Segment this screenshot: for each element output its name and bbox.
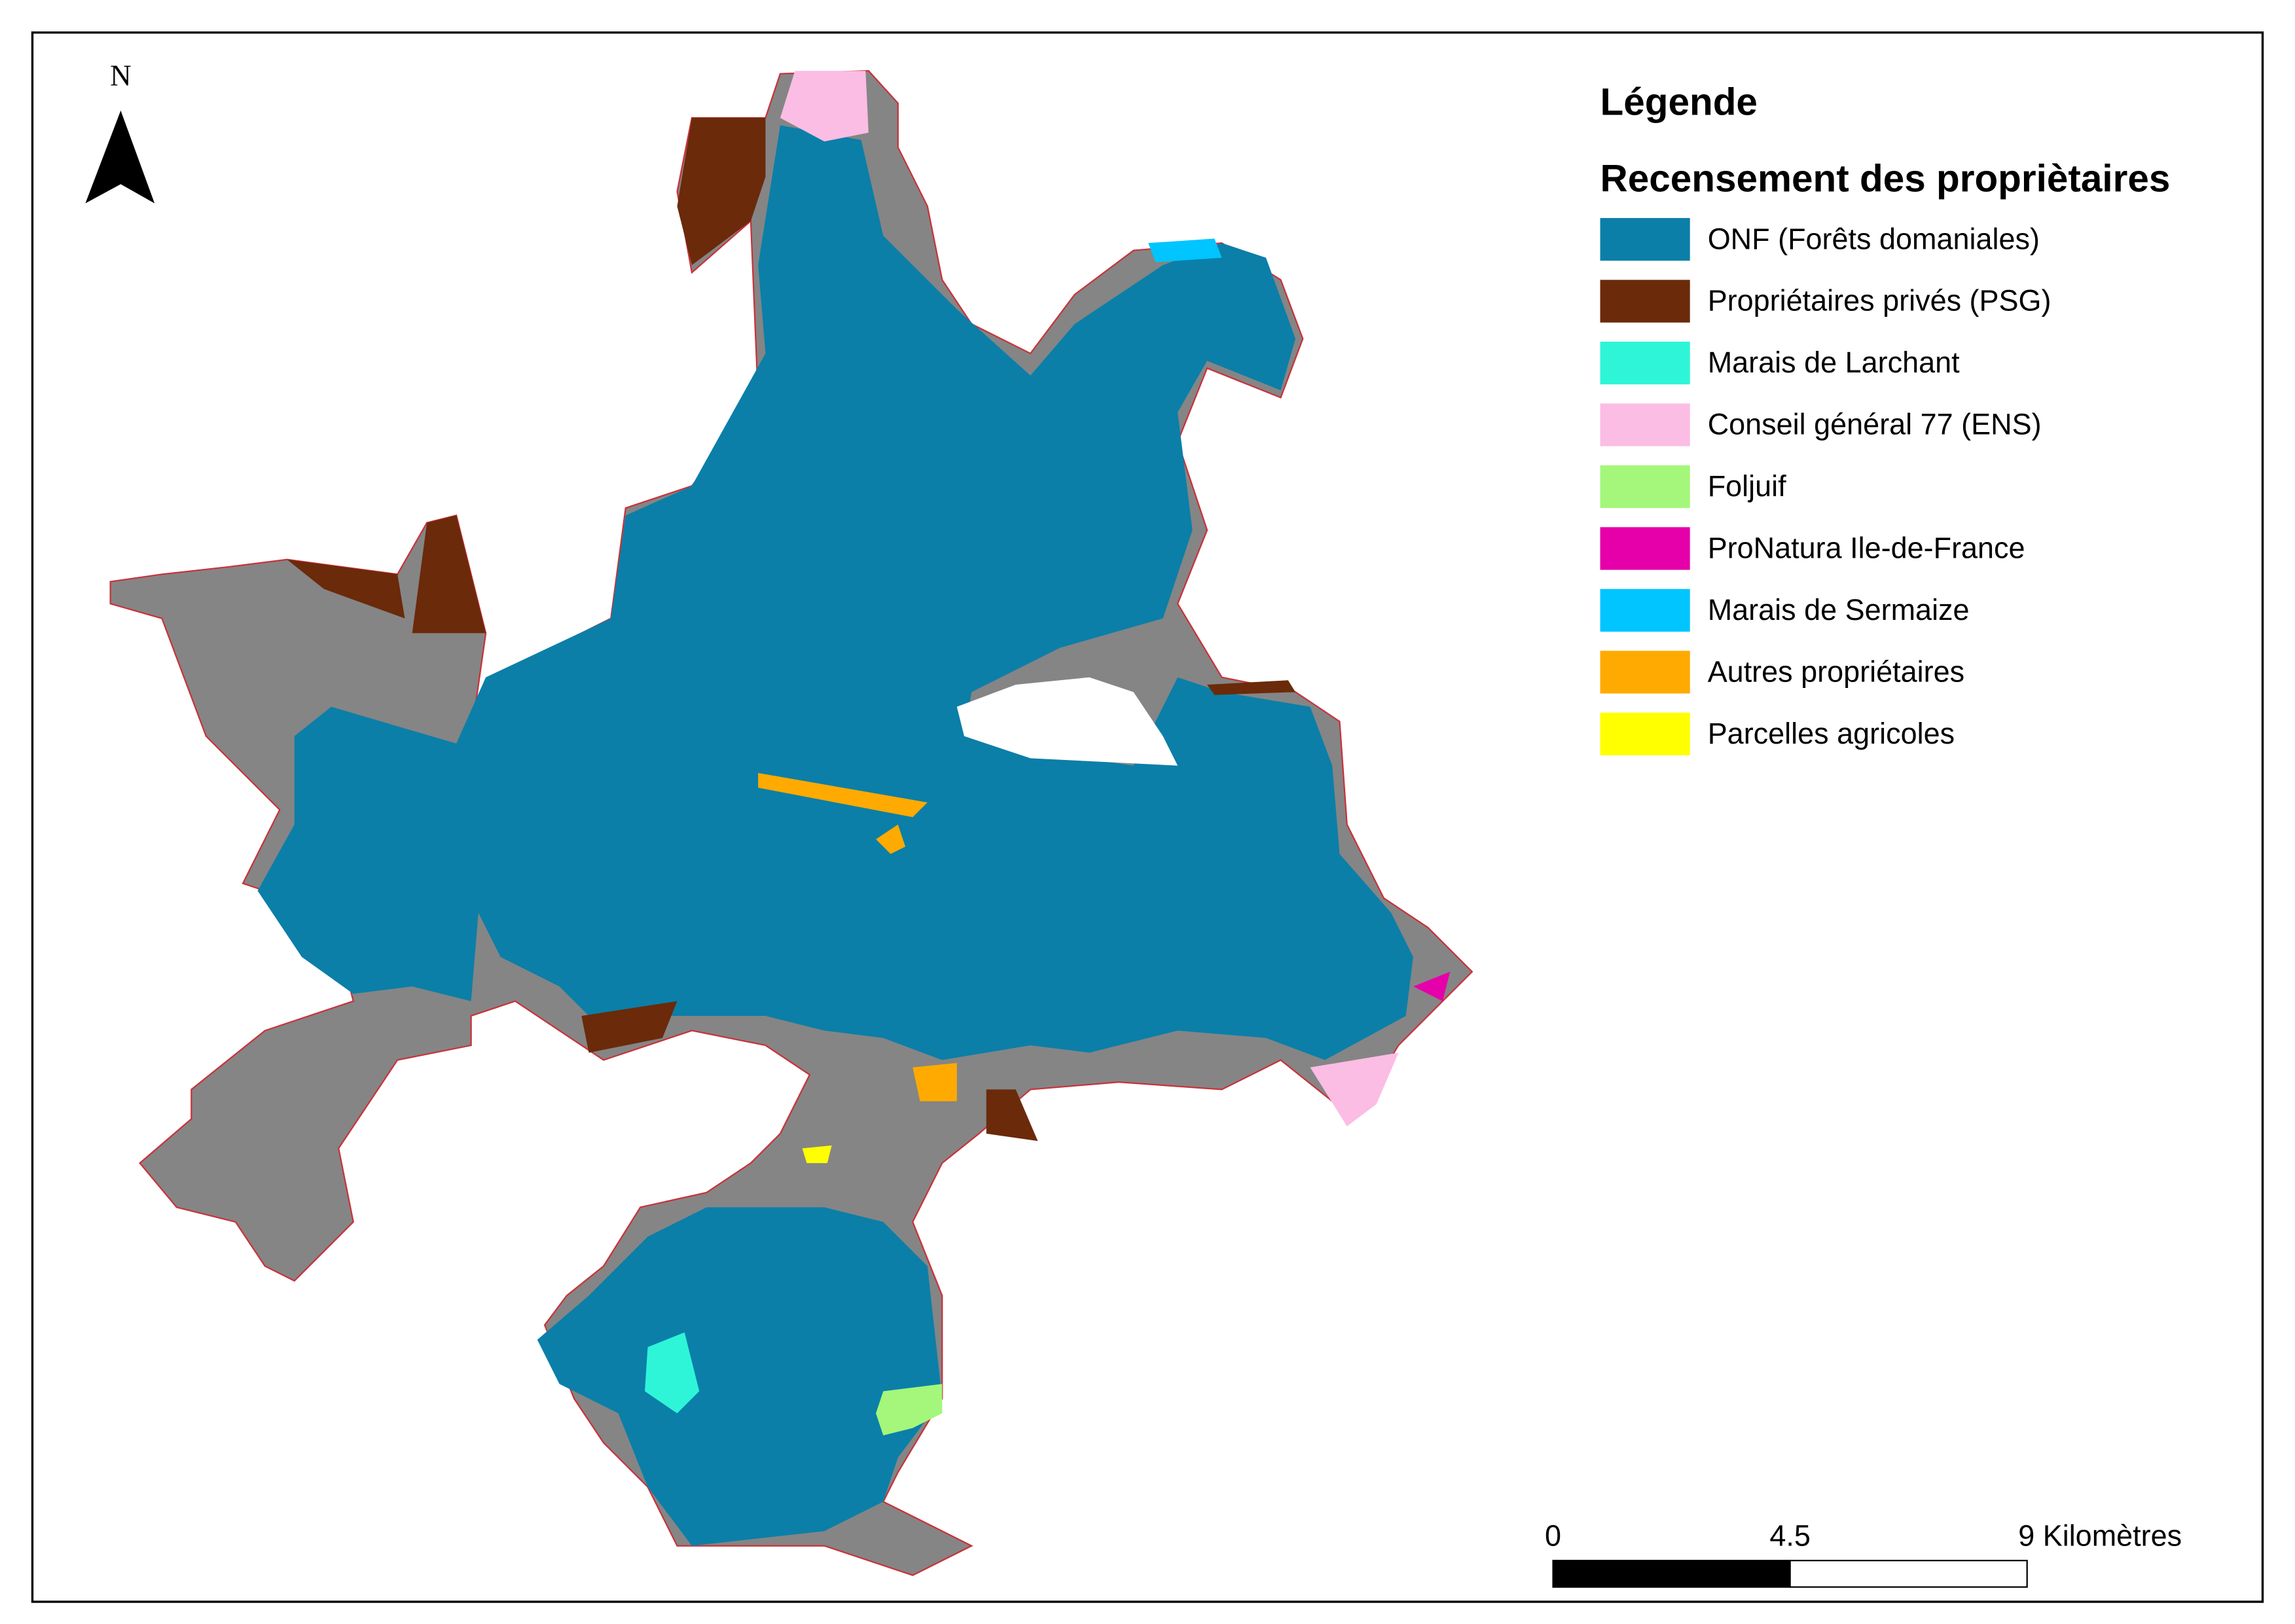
legend: Légende Recensement des propriètaires ON… bbox=[1600, 81, 2171, 755]
legend-label: Foljuif bbox=[1708, 469, 1786, 503]
legend-label: Marais de Larchant bbox=[1708, 346, 1960, 379]
legend-swatch bbox=[1600, 712, 1690, 755]
scale-label: 0 bbox=[1545, 1519, 1561, 1553]
psg-south-1 bbox=[581, 1001, 678, 1053]
agricultural bbox=[802, 1145, 832, 1163]
legend-swatch bbox=[1600, 403, 1690, 446]
sermaize bbox=[1148, 238, 1222, 262]
onf-main bbox=[257, 125, 1413, 1060]
psg-west-1 bbox=[287, 559, 405, 619]
scale-label: 4.5 bbox=[1769, 1519, 1811, 1553]
foljuif bbox=[876, 1384, 943, 1435]
other-small bbox=[876, 824, 906, 854]
psg-west-2 bbox=[412, 515, 486, 634]
onf-south bbox=[537, 1207, 943, 1546]
ens-southeast bbox=[1310, 1053, 1399, 1127]
scale-bar: 0 4.5 9 Kilomètres bbox=[1545, 1519, 2182, 1588]
legend-swatch bbox=[1600, 588, 1690, 632]
scale-segment bbox=[1789, 1559, 2028, 1588]
scale-label: 9 Kilomètres bbox=[2018, 1519, 2182, 1553]
north-arrow: N bbox=[85, 60, 155, 204]
psg-north bbox=[677, 118, 766, 266]
legend-title: Légende bbox=[1600, 81, 1758, 124]
ens-north bbox=[780, 71, 869, 142]
legend-label: Parcelles agricoles bbox=[1708, 717, 1955, 750]
legend-swatch bbox=[1600, 341, 1690, 385]
scale-segment bbox=[1552, 1559, 1791, 1588]
enclave bbox=[956, 677, 1178, 766]
legend-label: Marais de Sermaize bbox=[1708, 593, 1970, 626]
legend-swatch bbox=[1600, 280, 1690, 323]
other-center bbox=[758, 772, 928, 818]
legend-label: Conseil général 77 (ENS) bbox=[1708, 408, 2042, 441]
legend-swatch bbox=[1600, 527, 1690, 570]
legend-label: ProNatura Ile-de-France bbox=[1708, 532, 2025, 565]
frame bbox=[31, 31, 2264, 1603]
legend-swatch bbox=[1600, 651, 1690, 694]
north-arrow-shape bbox=[85, 110, 155, 204]
legend-label: ONF (Forêts domaniales) bbox=[1708, 222, 2040, 255]
pronatura bbox=[1413, 971, 1451, 1001]
legend-subtitle: Recensement des propriètaires bbox=[1600, 158, 2171, 200]
other-south bbox=[913, 1062, 957, 1102]
psg-east bbox=[1207, 680, 1296, 695]
north-label: N bbox=[110, 60, 131, 92]
legend-swatch bbox=[1600, 218, 1690, 261]
psg-south-2 bbox=[986, 1089, 1038, 1142]
larchant bbox=[645, 1332, 700, 1414]
map-area bbox=[109, 70, 1473, 1576]
legend-label: Propriétaires privés (PSG) bbox=[1708, 284, 2051, 317]
legend-swatch bbox=[1600, 465, 1690, 509]
legend-label: Autres propriétaires bbox=[1708, 655, 1964, 688]
